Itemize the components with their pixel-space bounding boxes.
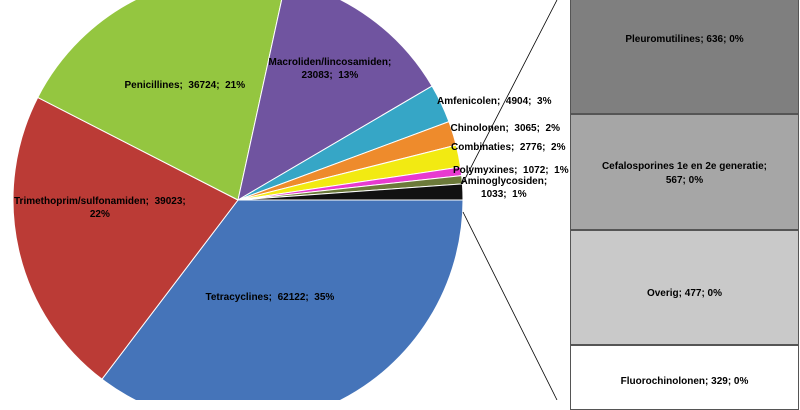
bar-label-pleuromutilines: Pleuromutilines; 636; 0% <box>625 34 744 45</box>
label-penicillines: Penicillines; 36724; 21% <box>124 79 246 91</box>
connector-line-bottom <box>462 211 558 401</box>
label-chinolonen: Chinolonen; 3065; 2% <box>450 122 560 134</box>
bar-segment-fluorochinolonen <box>570 345 799 410</box>
pie-chart <box>12 0 558 410</box>
bar-label-fluorochinolonen: Fluorochinolonen; 329; 0% <box>620 376 749 387</box>
label-amfenicolen: Amfenicolen; 4904; 3% <box>437 95 552 107</box>
label-polymyxines: Polymyxines; 1072; 1% <box>453 164 569 176</box>
bar-segment-pleuromutilines <box>570 0 799 114</box>
label-aminoglycosiden: Aminoglycosiden; 1033; 1% <box>460 176 548 200</box>
pie-of-bar-chart: Tetracyclines; 62122; 35% Trimethoprim/su… <box>12 0 799 410</box>
label-trimethoprim-sulfonamiden: Trimethoprim/sulfonamiden; 39023; 22% <box>14 196 186 220</box>
connector-line-top <box>462 0 558 185</box>
pie-slice-macroliden-lincosamiden <box>237 0 433 202</box>
bar-segment-cefalosporines-1e-en-2e-generatie <box>570 114 799 230</box>
label-combinaties: Combinaties; 2776; 2% <box>451 141 566 153</box>
pie-slice-penicillines <box>37 0 283 201</box>
pie-slice-trimethoprim-sulfonamiden <box>12 96 239 380</box>
label-macroliden-lincosamiden: Macroliden/lincosamiden; 23083; 13% <box>268 57 392 81</box>
bar-label-overig: Overig; 477; 0% <box>646 288 723 299</box>
bar-segment-overig <box>570 230 799 345</box>
label-tetracyclines: Tetracyclines; 62122; 35% <box>205 291 335 303</box>
bar-label-cefalosporines-1e-en-2e-generatie: Cefalosporines 1e en 2e generatie; 567; … <box>601 161 768 186</box>
